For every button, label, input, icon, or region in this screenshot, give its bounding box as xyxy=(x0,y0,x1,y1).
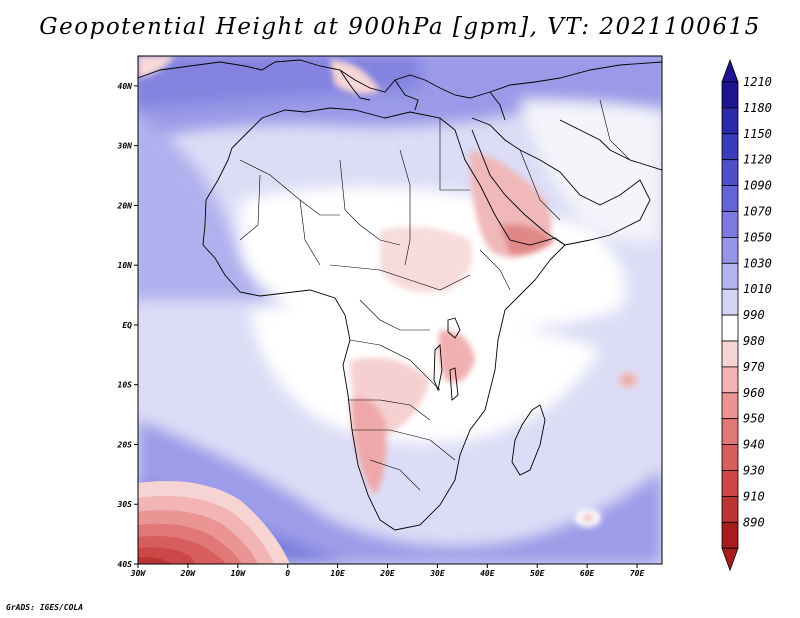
colorbar-swatch xyxy=(721,262,739,290)
colorbar-label: 950 xyxy=(743,412,765,426)
colorbar-swatch xyxy=(721,236,739,264)
lat-tick-label: 20N xyxy=(117,201,133,210)
lat-tick-label: 30N xyxy=(117,142,133,151)
grads-credit: GrADS: IGES/COLA xyxy=(6,603,84,612)
colorbar-swatch xyxy=(721,185,739,212)
colorbar-label: 980 xyxy=(743,334,765,348)
lon-tick-label: 60E xyxy=(580,569,595,578)
lon-tick-label: 10E xyxy=(330,569,345,578)
longitude-axis: 30W 20W 10W 0 10E 20E 30E 40E 50E 60E 70E xyxy=(130,564,645,578)
colorbar-swatch xyxy=(721,392,739,420)
map-frame xyxy=(137,55,663,565)
colorbar-label: 1070 xyxy=(743,205,772,219)
colorbar-label: 940 xyxy=(743,438,765,452)
colorbar-label: 1210 xyxy=(743,75,772,89)
colorbar-top-arrow xyxy=(721,58,739,83)
colorbar-swatch xyxy=(721,133,739,161)
coastlines xyxy=(138,59,662,531)
colorbar-swatch xyxy=(721,366,739,394)
lat-tick-label: 30S xyxy=(117,500,133,509)
lat-tick-label: 40N xyxy=(118,82,133,91)
lon-tick-label: 10W xyxy=(231,569,247,578)
colorbar-swatch xyxy=(721,81,739,109)
colorbar-label: 960 xyxy=(743,386,765,400)
colorbar-label: 930 xyxy=(743,464,765,478)
colorbar-swatch xyxy=(721,521,739,549)
lon-tick-label: 70E xyxy=(630,569,645,578)
colorbar-label: 1030 xyxy=(743,256,772,270)
colorbar: 1210 1180 1150 1120 1090 1070 1050 1030 1010 990 9… xyxy=(721,58,772,572)
colorbar-swatch xyxy=(721,314,739,342)
colorbar-label: 1180 xyxy=(743,101,772,115)
map-title: Geopotential Height at 900hPa [gpm], VT:… xyxy=(39,14,761,40)
colorbar-swatch xyxy=(721,211,739,238)
lat-tick-label: 10S xyxy=(118,381,133,390)
colorbar-label: 890 xyxy=(743,515,765,529)
lon-tick-label: 20W xyxy=(180,569,197,578)
colorbar-label: 970 xyxy=(743,360,765,374)
colorbar-label: 1010 xyxy=(743,282,772,296)
colorbar-swatch xyxy=(721,418,739,446)
lat-tick-label: 20S xyxy=(117,440,133,449)
colorbar-bottom-arrow xyxy=(721,547,739,572)
colorbar-swatch xyxy=(721,288,739,316)
lon-tick-label: 30E xyxy=(429,569,445,578)
lon-tick-label: 30W xyxy=(130,569,147,578)
height-field xyxy=(138,56,662,564)
colorbar-label: 1150 xyxy=(743,127,772,141)
colorbar-swatch xyxy=(721,340,739,368)
colorbar-label: 1090 xyxy=(743,179,772,193)
colorbar-label: 1050 xyxy=(743,230,772,244)
colorbar-label: 910 xyxy=(743,489,765,503)
colorbar-label: 1120 xyxy=(743,153,772,167)
lon-tick-label: 20E xyxy=(379,569,395,578)
lat-tick-label: 10N xyxy=(118,261,133,270)
colorbar-swatch xyxy=(721,107,739,135)
colorbar-label: 990 xyxy=(743,308,765,322)
colorbar-swatch xyxy=(721,444,739,471)
colorbar-swatch xyxy=(721,470,739,497)
colorbar-swatch xyxy=(721,159,739,186)
lon-tick-label: 40E xyxy=(480,569,495,578)
lat-tick-label: EQ xyxy=(122,321,132,330)
lat-tick-label: 40S xyxy=(118,560,133,569)
lon-tick-label: 0 xyxy=(285,569,290,578)
latitude-axis: 40N 30N 20N 10N EQ 10S 20S 30S 40S xyxy=(117,82,138,569)
lon-tick-label: 50E xyxy=(530,569,545,578)
country-borders xyxy=(239,99,631,491)
colorbar-swatch xyxy=(721,495,739,523)
